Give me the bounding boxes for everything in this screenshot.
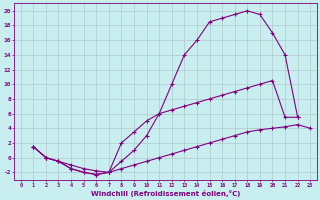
X-axis label: Windchill (Refroidissement éolien,°C): Windchill (Refroidissement éolien,°C) — [91, 190, 240, 197]
